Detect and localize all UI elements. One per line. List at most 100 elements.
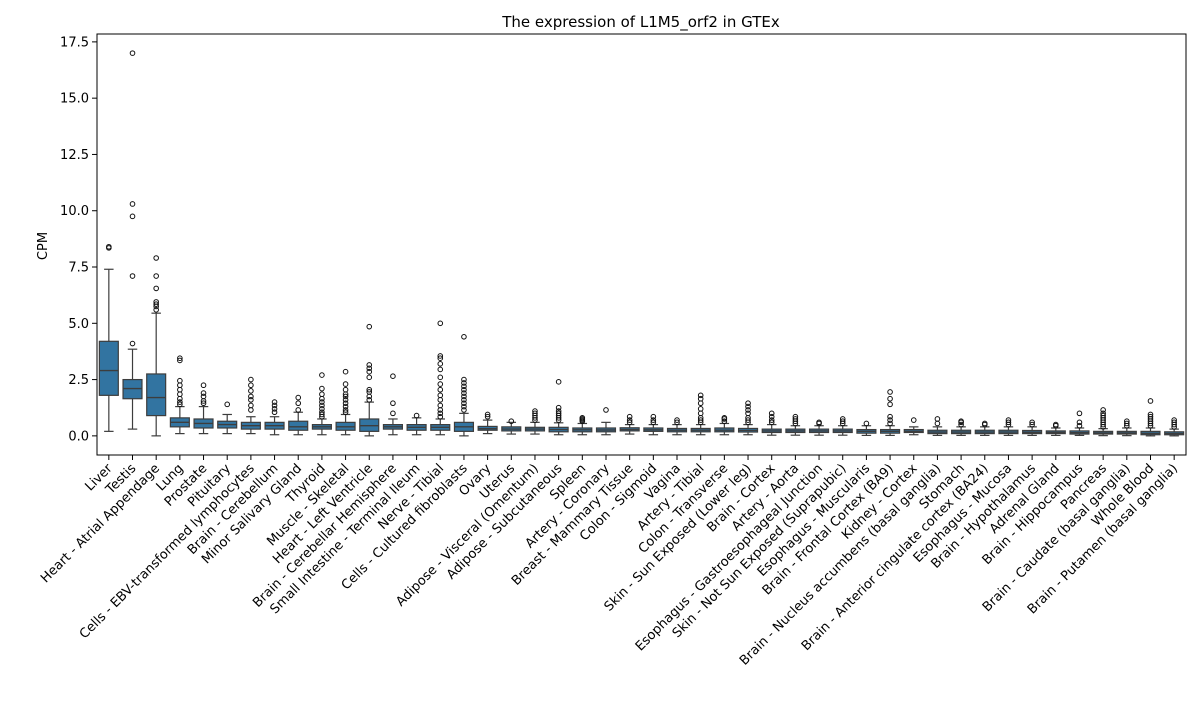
outlier-point bbox=[437, 413, 444, 420]
outlier-point bbox=[153, 285, 159, 292]
outlier-point bbox=[981, 420, 988, 427]
y-tick-label: 15.0 bbox=[60, 92, 89, 107]
outlier-point bbox=[319, 391, 325, 398]
outlier-point bbox=[958, 421, 964, 428]
outlier-point bbox=[153, 301, 159, 307]
outlier-point bbox=[271, 406, 278, 412]
outlier-point bbox=[437, 397, 444, 403]
outlier-point bbox=[934, 416, 941, 422]
outlier-point bbox=[177, 386, 183, 393]
outlier-point bbox=[484, 413, 491, 420]
outlier-point bbox=[461, 380, 467, 386]
outlier-point bbox=[461, 400, 467, 407]
outlier-point bbox=[177, 391, 183, 398]
outlier-point bbox=[697, 406, 704, 412]
outlier-point bbox=[200, 400, 207, 407]
outlier-point bbox=[887, 389, 893, 395]
outlier-point bbox=[626, 419, 633, 426]
outlier-point bbox=[555, 408, 562, 414]
outlier-point bbox=[271, 399, 278, 405]
outlier-point bbox=[366, 397, 373, 403]
outlier-point bbox=[248, 393, 254, 400]
outlier-point bbox=[248, 402, 254, 409]
outlier-point bbox=[153, 299, 159, 305]
outlier-point bbox=[461, 397, 467, 403]
outlier-point bbox=[319, 402, 325, 409]
outlier-point bbox=[697, 395, 704, 402]
outlier-point bbox=[437, 366, 444, 373]
outlier-point bbox=[1100, 407, 1106, 413]
outlier-point bbox=[461, 403, 467, 410]
outlier-point bbox=[248, 376, 254, 383]
outlier-point bbox=[319, 372, 325, 378]
y-axis-label: CPM bbox=[36, 232, 51, 260]
outlier-point bbox=[248, 382, 254, 389]
outlier-point bbox=[603, 407, 609, 413]
y-tick-label: 5.0 bbox=[68, 317, 89, 332]
outlier-point bbox=[366, 374, 373, 381]
outlier-point bbox=[437, 407, 444, 413]
outlier-point bbox=[745, 407, 751, 413]
outlier-point bbox=[153, 306, 159, 313]
outlier-point bbox=[816, 419, 822, 426]
outlier-point bbox=[650, 417, 657, 423]
outlier-point bbox=[342, 403, 349, 410]
outlier-point bbox=[1052, 421, 1059, 428]
outlier-point bbox=[674, 417, 680, 423]
outlier-point bbox=[1005, 419, 1012, 426]
outlier-point bbox=[768, 413, 775, 420]
outlier-point bbox=[839, 416, 846, 422]
outlier-point bbox=[532, 410, 538, 417]
outlier-point bbox=[768, 419, 775, 426]
outlier-point bbox=[200, 382, 207, 389]
outlier-point bbox=[177, 355, 183, 361]
plot-area: 0.02.55.07.510.012.515.017.5LiverTestisH… bbox=[38, 35, 1185, 669]
outlier-point bbox=[461, 383, 467, 390]
outlier-point bbox=[1124, 418, 1130, 425]
outlier-point bbox=[129, 273, 136, 279]
outlier-point bbox=[153, 255, 159, 261]
y-tick-label: 17.5 bbox=[60, 35, 89, 50]
outlier-point bbox=[342, 400, 349, 407]
outlier-point bbox=[1100, 412, 1106, 419]
outlier-point bbox=[958, 418, 964, 425]
outlier-point bbox=[792, 416, 799, 422]
outlier-point bbox=[319, 409, 325, 416]
outlier-point bbox=[792, 413, 799, 420]
outlier-point bbox=[366, 362, 373, 368]
outlier-point bbox=[461, 390, 467, 396]
outlier-point bbox=[129, 213, 136, 220]
outlier-point bbox=[1171, 419, 1177, 426]
outlier-point bbox=[200, 393, 207, 400]
outlier-point bbox=[674, 419, 680, 426]
outlier-point bbox=[1100, 410, 1106, 417]
y-tick-label: 0.0 bbox=[68, 429, 89, 444]
outlier-point bbox=[555, 410, 562, 417]
outlier-point bbox=[768, 417, 775, 423]
outlier-point bbox=[768, 410, 775, 417]
outlier-point bbox=[342, 407, 349, 413]
outlier-point bbox=[342, 368, 349, 375]
outlier-point bbox=[129, 201, 136, 207]
outlier-point bbox=[248, 388, 254, 394]
outlier-point bbox=[887, 417, 893, 423]
outlier-point bbox=[697, 400, 704, 407]
outlier-point bbox=[839, 418, 846, 425]
outlier-point bbox=[721, 415, 728, 421]
outlier-point bbox=[366, 389, 373, 395]
outlier-point bbox=[248, 407, 254, 413]
outlier-point bbox=[1005, 417, 1012, 423]
box-iqr bbox=[288, 420, 309, 431]
outlier-point bbox=[863, 420, 870, 427]
outlier-point bbox=[177, 399, 183, 405]
outlier-point bbox=[745, 410, 751, 417]
outlier-point bbox=[484, 411, 491, 418]
box-group: Liver bbox=[83, 243, 119, 494]
box-iqr bbox=[98, 340, 119, 396]
y-tick-label: 10.0 bbox=[60, 204, 89, 219]
outlier-point bbox=[1029, 421, 1035, 428]
outlier-point bbox=[887, 395, 893, 402]
outlier-point bbox=[295, 394, 302, 401]
outlier-point bbox=[319, 385, 325, 392]
